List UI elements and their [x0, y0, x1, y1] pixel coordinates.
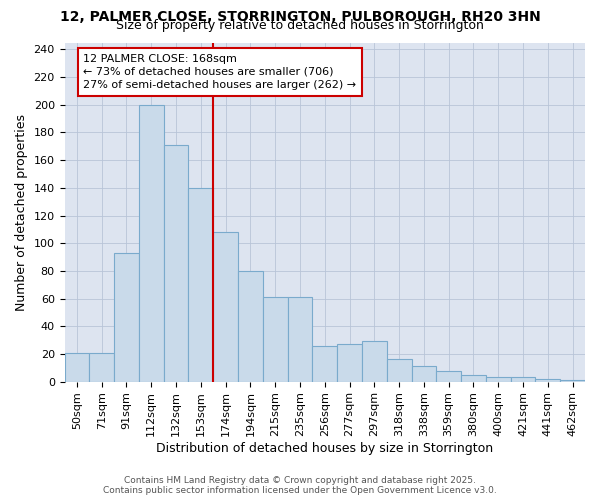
Bar: [535, 379, 560, 382]
Bar: [313, 346, 337, 382]
Bar: [362, 342, 387, 382]
Bar: [337, 344, 362, 382]
Y-axis label: Number of detached properties: Number of detached properties: [15, 114, 28, 310]
Bar: [263, 297, 287, 382]
Bar: [511, 378, 535, 382]
Bar: [89, 352, 114, 382]
Bar: [114, 253, 139, 382]
Bar: [188, 188, 213, 382]
Bar: [436, 370, 461, 382]
Bar: [213, 232, 238, 382]
Text: Contains HM Land Registry data © Crown copyright and database right 2025.
Contai: Contains HM Land Registry data © Crown c…: [103, 476, 497, 495]
X-axis label: Distribution of detached houses by size in Storrington: Distribution of detached houses by size …: [156, 442, 493, 455]
Bar: [164, 145, 188, 382]
Bar: [387, 360, 412, 382]
Text: 12, PALMER CLOSE, STORRINGTON, PULBOROUGH, RH20 3HN: 12, PALMER CLOSE, STORRINGTON, PULBOROUG…: [59, 10, 541, 24]
Bar: [238, 271, 263, 382]
Bar: [412, 366, 436, 382]
Bar: [65, 352, 89, 382]
Bar: [139, 105, 164, 382]
Bar: [461, 374, 486, 382]
Bar: [560, 380, 585, 382]
Bar: [486, 378, 511, 382]
Text: Size of property relative to detached houses in Storrington: Size of property relative to detached ho…: [116, 19, 484, 32]
Bar: [287, 297, 313, 382]
Text: 12 PALMER CLOSE: 168sqm
← 73% of detached houses are smaller (706)
27% of semi-d: 12 PALMER CLOSE: 168sqm ← 73% of detache…: [83, 54, 356, 90]
